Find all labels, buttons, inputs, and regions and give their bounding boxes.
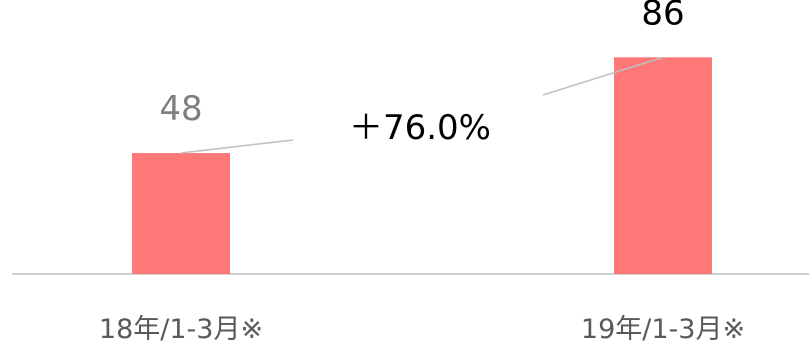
category-label-19-jan-mar: 19年/1-3月※ bbox=[581, 314, 745, 345]
category-label-18-jan-mar: 18年/1-3月※ bbox=[99, 314, 263, 345]
connector-line-left bbox=[181, 140, 293, 153]
bar-18-jan-mar bbox=[132, 153, 230, 274]
bar-19-jan-mar bbox=[614, 57, 712, 274]
data-label-18-jan-mar: 48 bbox=[159, 89, 202, 129]
growth-annotation: ＋76.0% bbox=[349, 108, 491, 148]
data-label-19-jan-mar: 86 bbox=[641, 0, 684, 33]
